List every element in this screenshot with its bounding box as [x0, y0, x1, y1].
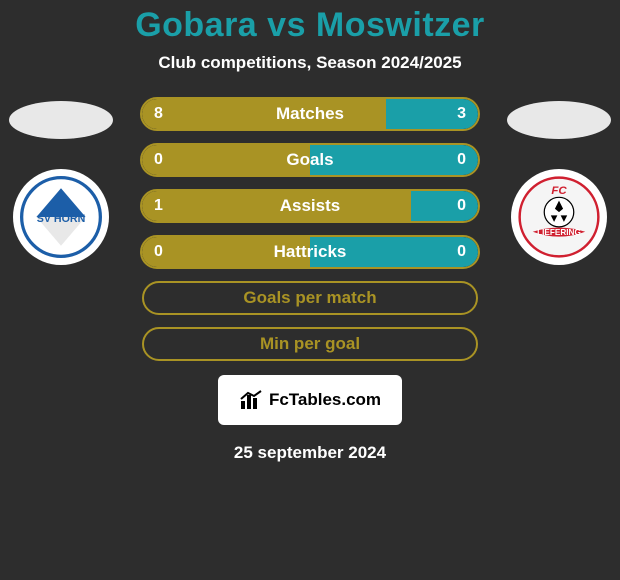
subtitle: Club competitions, Season 2024/2025 [158, 53, 461, 73]
right-player-ellipse [507, 101, 611, 139]
right-club-badge: FC LIEFERING [511, 169, 607, 265]
stat-bar-matches: 83Matches [140, 97, 480, 131]
stat-label: Goals [142, 150, 478, 170]
fctables-logo-icon [239, 389, 265, 411]
svg-text:LIEFERING: LIEFERING [537, 228, 581, 237]
stat-label: Hattricks [142, 242, 478, 262]
stat-bar-goals: 00Goals [140, 143, 480, 177]
plain-stat-min-per-goal: Min per goal [142, 327, 478, 361]
left-player-ellipse [9, 101, 113, 139]
date-text: 25 september 2024 [234, 443, 386, 463]
left-side-column: SV HORN [6, 97, 116, 265]
stat-label: Matches [142, 104, 478, 124]
plain-stat-goals-per-match: Goals per match [142, 281, 478, 315]
svg-text:SV HORN: SV HORN [37, 213, 86, 225]
brand-text: FcTables.com [269, 390, 381, 410]
sv-horn-icon: SV HORN [20, 176, 102, 258]
brand-box: FcTables.com [218, 375, 402, 425]
stat-bar-assists: 10Assists [140, 189, 480, 223]
fc-liefering-icon: FC LIEFERING [518, 176, 600, 258]
left-club-badge: SV HORN [13, 169, 109, 265]
main-row: SV HORN 83Matches 00Goals 10Assists 00Hattr… [0, 97, 620, 361]
stats-column: 83Matches 00Goals 10Assists 00Hattricks Goal… [116, 97, 504, 361]
stat-bar-hattricks: 00Hattricks [140, 235, 480, 269]
page-title: Gobara vs Moswitzer [135, 6, 485, 45]
stat-label: Assists [142, 196, 478, 216]
svg-text:FC: FC [551, 185, 567, 197]
right-side-column: FC LIEFERING [504, 97, 614, 265]
